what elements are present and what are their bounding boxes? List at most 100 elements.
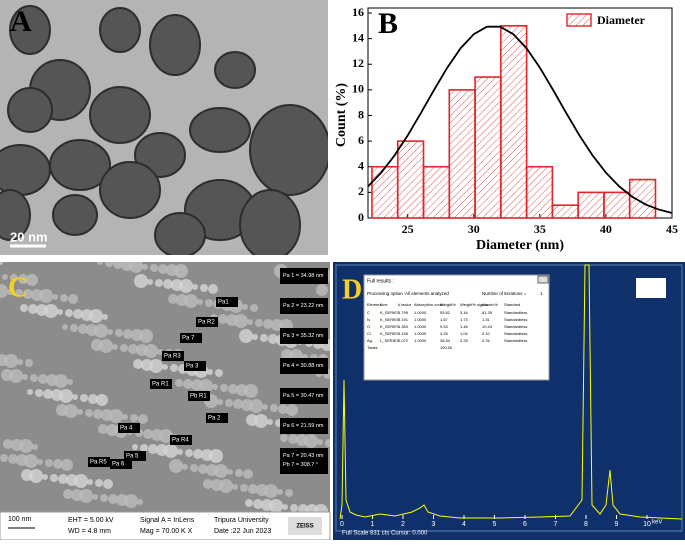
table-header: Absorption corrn. [414,302,444,307]
grain [139,329,153,343]
grain [170,364,178,372]
grain [122,414,128,420]
marker-label: Pa R1 [152,382,169,388]
grain [63,489,73,499]
grain [115,329,123,337]
y-tick-label: 4 [358,159,364,173]
grain [81,309,93,321]
marker-box [170,435,192,445]
grain [164,444,178,458]
grain [134,274,148,288]
grain [9,369,23,383]
table-header: Standard [504,302,520,307]
grain [233,399,243,409]
bar [396,140,425,219]
grain [227,469,233,475]
grain [88,394,98,404]
grain [108,494,118,504]
marker-label: Pa R4 [172,438,189,444]
grain [171,279,183,291]
grain [105,262,113,267]
measure-box [280,358,328,374]
grain [177,449,183,455]
marker-label: Pa R2 [198,320,215,326]
table-cell: 9.53 [440,324,449,329]
table-cell: 1.04 [460,331,469,336]
grain [255,319,263,327]
grain [243,469,253,479]
grain [256,484,268,496]
grain [250,304,258,312]
grain [31,289,43,301]
grain [249,399,263,413]
grain [72,394,78,400]
grain [121,262,133,271]
grain [26,274,38,286]
grain [17,359,23,365]
grain [136,344,148,356]
table-cell: 10.43 [482,324,493,329]
table-cell: 1.353 [398,324,409,329]
table-cell: 1.31 [482,317,491,322]
grain [71,489,83,501]
grain [109,409,123,423]
grain [277,489,283,495]
marker-label: Pa 5 [126,454,139,460]
table-cell: 1.0000 [414,331,427,336]
grain [19,439,33,453]
x-tick-label: 45 [666,222,678,236]
particle [52,194,98,236]
grain [215,369,223,377]
close-button[interactable] [537,275,549,284]
grain [61,459,73,471]
grain [254,414,268,428]
table-cell: Standardless [504,331,527,336]
table-cell: 2.10 [482,331,491,336]
x-tick-label: 30 [468,222,480,236]
table-cell: 1.799 [398,310,409,315]
grain [123,329,133,339]
grain [316,284,328,296]
bar [448,89,476,219]
grain [42,474,48,480]
table-cell: N [367,317,370,322]
grain [78,324,88,334]
grain [290,504,298,512]
grain [282,504,288,510]
y-axis-title: Count (%) [334,83,349,148]
grain [252,334,258,340]
grain [203,479,213,489]
grain [264,484,278,498]
grain [150,264,158,272]
particle [49,139,111,191]
y-tick-label: 12 [352,56,364,70]
grain [142,264,148,270]
grain [0,284,8,298]
grain [112,344,118,350]
table-header: Weight% sigma [460,302,488,307]
grain [151,429,163,441]
grain [44,304,58,318]
grain [217,399,223,405]
table-cell: 2.072 [398,338,409,343]
grain [74,474,88,488]
grain [0,262,3,265]
legend-swatch [566,13,592,27]
grain [232,484,238,490]
grain [35,389,43,397]
measure-label: Pa 1 = 34.98 nm [283,273,324,279]
y-tick-label: 10 [352,82,364,96]
marker-label: Pa 7 [182,336,195,342]
table-cell: Totals [367,345,377,350]
y-tick-label: 14 [352,30,364,44]
grain [197,299,203,305]
grain [269,499,283,512]
table-header: k factor [398,302,412,307]
grain [137,499,143,505]
grain [198,464,208,474]
x-unit: keV [652,520,662,526]
grain [155,279,163,287]
table-cell: 3.25 [460,338,469,343]
grain [214,464,228,478]
particle [89,86,151,144]
